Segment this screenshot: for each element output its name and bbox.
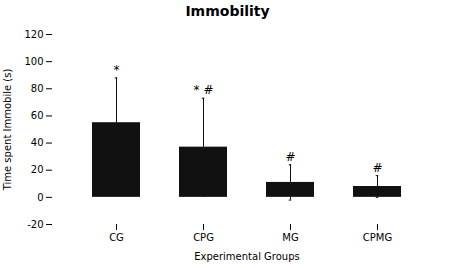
svg-text:80: 80 — [31, 83, 44, 94]
svg-text:* #: * # — [194, 83, 214, 97]
svg-text:CPMG: CPMG — [363, 232, 392, 243]
svg-text:20: 20 — [31, 164, 44, 175]
svg-text:100: 100 — [24, 56, 43, 67]
svg-text:0: 0 — [37, 192, 43, 203]
svg-text:Time spent Immobile (s): Time spent Immobile (s) — [2, 69, 13, 192]
svg-text:#: # — [372, 161, 382, 175]
svg-text:CG: CG — [109, 232, 124, 243]
html-text:Immobility: Immobility — [185, 3, 270, 19]
svg-text:-20: -20 — [27, 219, 43, 230]
svg-text:#: # — [285, 150, 295, 164]
svg-text:MG: MG — [282, 232, 298, 243]
svg-text:Experimental Groups: Experimental Groups — [194, 251, 300, 262]
svg-text:120: 120 — [24, 29, 43, 40]
svg-text:CPG: CPG — [193, 232, 214, 243]
svg-text:40: 40 — [31, 137, 44, 148]
svg-text:60: 60 — [31, 110, 44, 121]
svg-text:*: * — [114, 63, 120, 77]
